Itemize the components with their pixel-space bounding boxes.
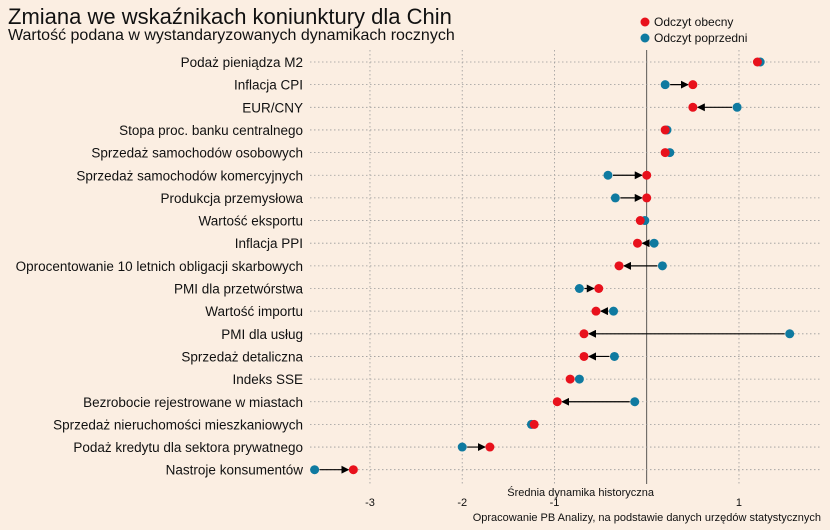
source-note: Opracowanie PB Analizy, na podstawie dan… bbox=[473, 512, 821, 524]
category-label: Sprzedaż nieruchomości mieszkaniowych bbox=[53, 417, 303, 432]
point-previous bbox=[574, 284, 584, 293]
point-current bbox=[642, 170, 652, 180]
category-label: Sprzedaż samochodów osobowych bbox=[91, 146, 303, 161]
point-previous bbox=[732, 102, 742, 112]
point-current bbox=[579, 351, 589, 361]
category-label: Sprzedaż detaliczna bbox=[181, 349, 303, 364]
point-previous bbox=[630, 397, 640, 407]
category-label: Wartość eksportu bbox=[198, 214, 303, 229]
category-label: Oprocentowanie 10 letnich obligacji skar… bbox=[16, 259, 303, 274]
x-tick-label: 1 bbox=[736, 497, 742, 509]
point-current bbox=[348, 465, 358, 475]
chart-title: Zmiana we wskaźnikach koniunktury dla Ch… bbox=[8, 4, 452, 29]
change-arrows bbox=[319, 80, 785, 474]
category-label: Stopa proc. banku centralnego bbox=[119, 123, 303, 138]
point-current bbox=[642, 193, 652, 203]
point-previous bbox=[660, 80, 670, 90]
point-current bbox=[660, 125, 670, 135]
legend-marker-current bbox=[640, 17, 650, 27]
legend-marker-previous bbox=[640, 33, 650, 43]
point-previous bbox=[609, 351, 619, 361]
point-previous bbox=[574, 374, 584, 384]
point-current bbox=[632, 238, 642, 248]
point-previous bbox=[610, 193, 620, 203]
category-label: Bezrobocie rejestrowane w miastach bbox=[83, 395, 303, 410]
category-labels: Podaż pieniądza M2 Inflacja CPI EUR/CNY Sto… bbox=[16, 55, 304, 478]
point-previous bbox=[657, 261, 667, 271]
point-previous bbox=[785, 329, 795, 339]
x-tick-label: -1 bbox=[550, 497, 560, 509]
point-current bbox=[552, 397, 562, 407]
legend: Odczyt obecny Odczyt poprzedni bbox=[640, 15, 747, 45]
grid bbox=[310, 50, 822, 484]
legend-label-current: Odczyt obecny bbox=[654, 15, 733, 29]
category-label: Wartość importu bbox=[205, 304, 303, 319]
point-current bbox=[688, 80, 698, 90]
point-current bbox=[635, 216, 645, 226]
category-label: Inflacja CPI bbox=[234, 78, 303, 93]
category-label: Indeks SSE bbox=[232, 372, 303, 387]
point-current bbox=[485, 442, 495, 452]
data-points bbox=[310, 57, 795, 475]
x-tick-label: -3 bbox=[365, 497, 375, 509]
point-current bbox=[594, 284, 604, 293]
point-current bbox=[660, 148, 670, 158]
category-label: EUR/CNY bbox=[242, 100, 303, 115]
point-previous bbox=[609, 306, 619, 316]
point-current bbox=[614, 261, 624, 271]
category-label: Nastroje konsumentów bbox=[166, 463, 304, 478]
point-previous bbox=[649, 238, 659, 248]
point-previous bbox=[457, 442, 467, 452]
category-label: Inflacja PPI bbox=[235, 236, 303, 251]
point-current bbox=[591, 306, 601, 316]
category-label: Podaż kredytu dla sektora prywatnego bbox=[73, 440, 303, 455]
point-current bbox=[529, 419, 539, 429]
x-axis-ticks: -3 -2 -1 1 bbox=[365, 497, 742, 509]
point-current bbox=[579, 329, 589, 339]
category-label: Podaż pieniądza M2 bbox=[181, 55, 303, 70]
category-label: PMI dla przetwórstwa bbox=[174, 282, 304, 297]
point-current bbox=[688, 102, 698, 112]
point-current bbox=[752, 57, 762, 67]
x-axis-label: Średnia dynamika historyczna bbox=[507, 486, 655, 499]
point-previous bbox=[310, 465, 320, 475]
category-label: Produkcja przemysłowa bbox=[160, 191, 303, 206]
chart-subtitle: Wartość podana w wystandaryzowanych dyna… bbox=[8, 27, 455, 44]
category-label: PMI dla usług bbox=[221, 327, 303, 342]
category-label: Sprzedaż samochodów komercyjnych bbox=[76, 168, 303, 183]
point-previous bbox=[603, 170, 613, 180]
x-tick-label: -2 bbox=[457, 497, 467, 509]
point-current bbox=[565, 374, 575, 384]
legend-label-previous: Odczyt poprzedni bbox=[654, 31, 747, 45]
